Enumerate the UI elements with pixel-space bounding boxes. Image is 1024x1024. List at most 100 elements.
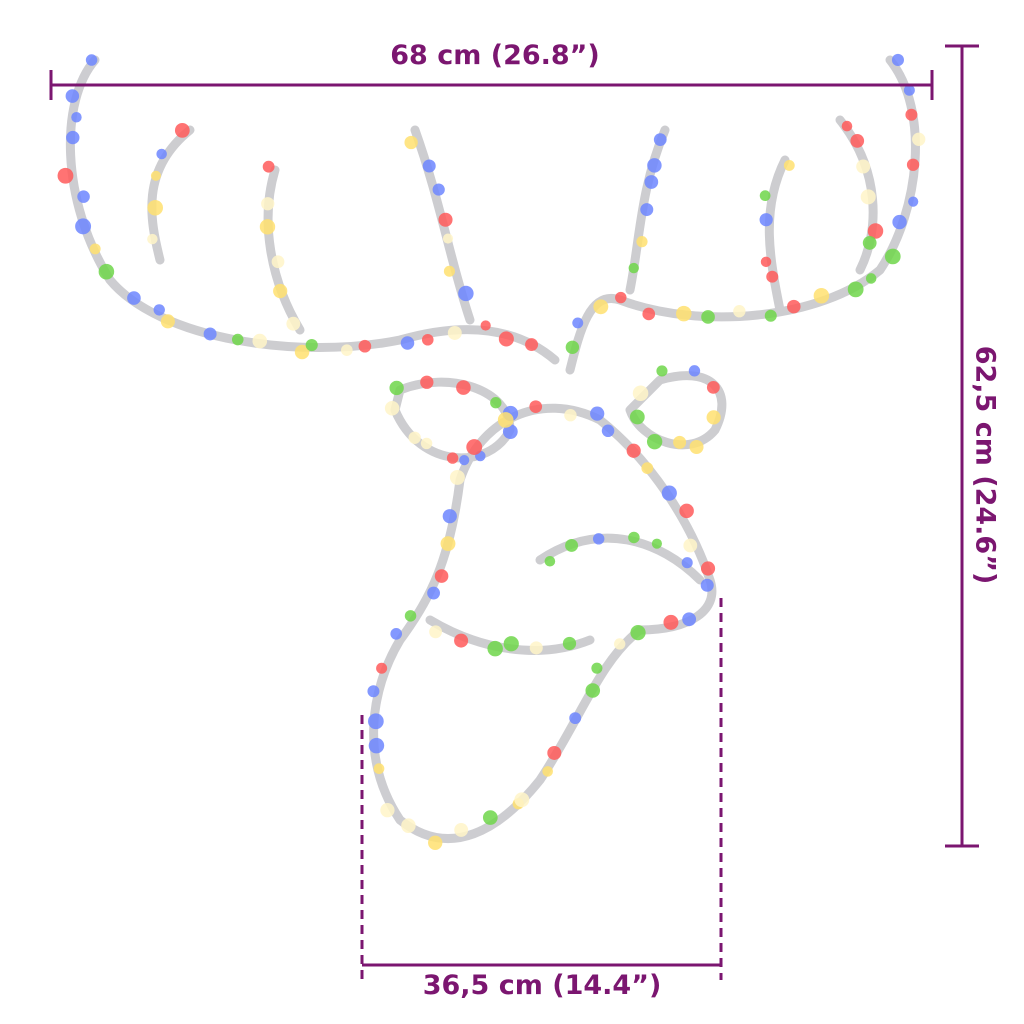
height-label: 62,5 cm (24.6”) xyxy=(969,345,1001,585)
led-light xyxy=(884,248,901,265)
led-light xyxy=(644,175,659,189)
led-light xyxy=(565,538,579,552)
led-light xyxy=(591,662,603,674)
led-light xyxy=(432,183,445,196)
led-light xyxy=(286,316,301,331)
led-light xyxy=(262,160,275,173)
led-light xyxy=(203,327,217,341)
led-light xyxy=(502,424,518,440)
wire-frame xyxy=(65,55,920,843)
led-light xyxy=(389,380,404,396)
led-light xyxy=(906,158,920,171)
led-light xyxy=(632,385,649,402)
led-light xyxy=(850,133,865,148)
led-light xyxy=(542,766,553,777)
led-light xyxy=(891,53,904,66)
led-light xyxy=(466,439,483,455)
led-light xyxy=(147,199,163,216)
led-light xyxy=(641,462,654,475)
led-light xyxy=(57,167,74,184)
led-light xyxy=(813,287,830,304)
led-light xyxy=(646,434,663,450)
led-light xyxy=(442,233,454,244)
led-light xyxy=(261,197,275,211)
led-light xyxy=(689,440,704,454)
led-light xyxy=(862,236,877,250)
led-light xyxy=(764,309,777,322)
dimension-lines xyxy=(49,44,979,980)
led-light xyxy=(497,412,514,428)
led-light xyxy=(390,628,403,640)
led-light xyxy=(404,610,417,622)
base-width-label: 36,5 cm (14.4”) xyxy=(422,970,662,1001)
led-light xyxy=(401,818,416,833)
led-light xyxy=(867,223,884,239)
led-light xyxy=(428,835,443,850)
led-light xyxy=(174,123,190,138)
led-light xyxy=(368,713,384,730)
led-light xyxy=(847,281,864,298)
led-light xyxy=(271,255,285,269)
led-light xyxy=(908,196,919,207)
led-light xyxy=(400,336,415,350)
led-light xyxy=(593,299,609,315)
led-light xyxy=(562,636,577,651)
led-light xyxy=(305,338,318,352)
led-light xyxy=(892,214,907,230)
led-light xyxy=(529,400,543,413)
led-light xyxy=(656,365,668,377)
led-light xyxy=(421,333,434,346)
led-light xyxy=(682,612,697,627)
led-light xyxy=(367,685,380,698)
led-light xyxy=(676,305,692,322)
led-light xyxy=(429,625,443,639)
led-light xyxy=(673,435,687,449)
led-light xyxy=(503,636,519,652)
led-light xyxy=(294,344,310,360)
led-light xyxy=(647,158,662,173)
led-light xyxy=(701,310,715,324)
led-light xyxy=(590,406,605,421)
led-light xyxy=(358,339,372,353)
led-light xyxy=(446,452,459,464)
led-light xyxy=(273,283,288,299)
led-light xyxy=(150,170,161,181)
led-light xyxy=(456,380,471,395)
led-light xyxy=(525,338,539,352)
led-light xyxy=(572,317,584,329)
led-light xyxy=(569,712,582,725)
led-light xyxy=(636,236,648,248)
led-light xyxy=(85,54,98,66)
led-light xyxy=(681,557,693,569)
led-light xyxy=(547,745,562,760)
led-light xyxy=(630,625,646,641)
led-light xyxy=(529,641,543,655)
led-light xyxy=(514,792,530,808)
led-light xyxy=(65,89,80,103)
led-light xyxy=(565,340,580,354)
led-light xyxy=(98,263,115,280)
led-light xyxy=(420,375,434,389)
led-light xyxy=(66,130,80,145)
led-light xyxy=(160,314,175,329)
led-light xyxy=(438,212,453,227)
led-light xyxy=(420,437,433,450)
led-light xyxy=(404,135,418,150)
led-light xyxy=(642,307,656,321)
led-light xyxy=(766,270,779,283)
led-light xyxy=(661,485,677,501)
led-light xyxy=(384,400,400,416)
led-light xyxy=(449,469,465,485)
led-light xyxy=(458,285,474,302)
led-light xyxy=(498,331,514,347)
led-light xyxy=(442,509,457,524)
led-light xyxy=(759,213,773,227)
led-light xyxy=(156,148,167,160)
led-light xyxy=(585,683,601,698)
led-light xyxy=(454,633,469,648)
led-light xyxy=(482,810,498,825)
led-light xyxy=(614,638,626,650)
led-light xyxy=(487,640,503,657)
width-label: 68 cm (26.8”) xyxy=(390,40,600,71)
